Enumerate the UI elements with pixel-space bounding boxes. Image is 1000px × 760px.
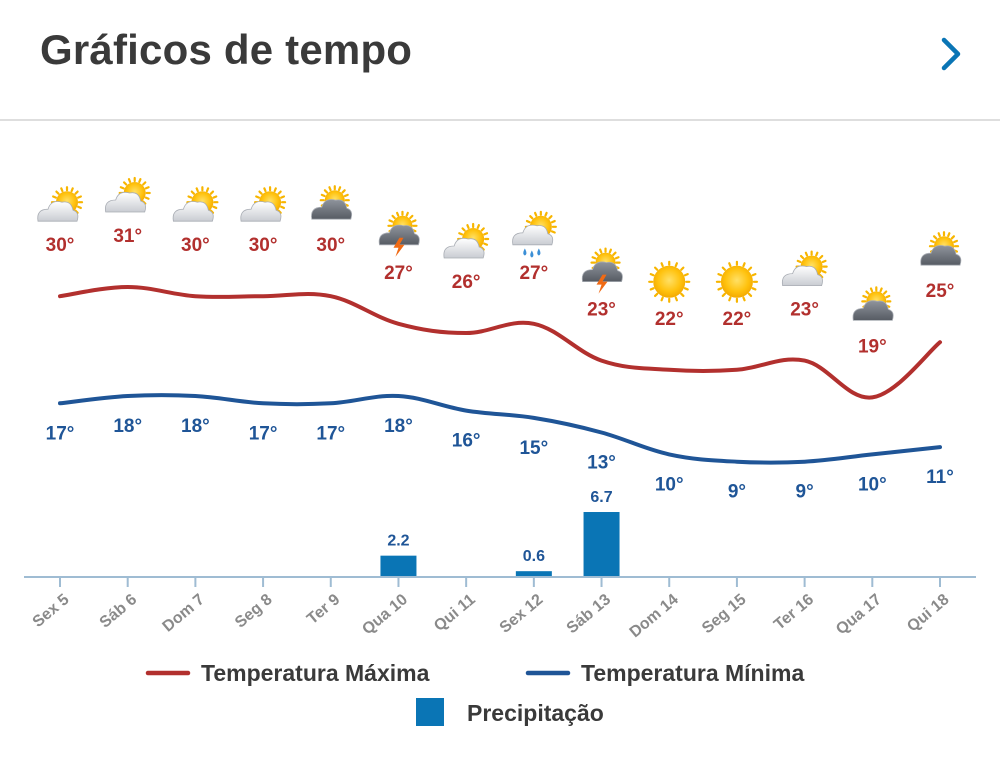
x-tick-label: Qua 17 — [833, 591, 885, 638]
x-tick-label: Sex 5 — [30, 591, 73, 631]
partly-cloudy-icon — [781, 250, 828, 287]
legend-label-min: Temperatura Mínima — [581, 660, 804, 686]
x-tick-label: Qua 10 — [359, 591, 411, 638]
max-temp-label: 31° — [113, 226, 142, 247]
max-temp-label: 19° — [858, 336, 887, 357]
max-temp-label: 30° — [316, 235, 345, 256]
max-temp-label: 30° — [249, 235, 278, 256]
x-tick-label: Dom 14 — [627, 591, 682, 641]
legend-item-max[interactable]: Temperatura Máxima — [145, 660, 430, 686]
min-temp-label: 18° — [384, 416, 413, 437]
header-divider — [0, 119, 1000, 121]
sunny-icon — [715, 260, 759, 303]
max-temp-label: 25° — [926, 281, 955, 302]
x-tick-label: Ter 9 — [304, 591, 343, 628]
min-temp-label: 9° — [796, 482, 814, 503]
x-tick-label: Sáb 13 — [564, 591, 615, 637]
precipitation-bar — [380, 555, 417, 577]
max-temp-label: 22° — [723, 309, 752, 330]
min-temp-label: 18° — [181, 416, 210, 437]
x-tick-label: Ter 16 — [771, 591, 817, 634]
partly-cloudy-icon — [172, 186, 219, 222]
min-temp-label: 9° — [728, 482, 746, 503]
min-temp-label: 11° — [926, 467, 954, 488]
min-temp-label: 17° — [46, 423, 75, 444]
max-temp-line — [58, 284, 942, 400]
max-temp-label: 26° — [452, 272, 481, 293]
partly-cloudy-icon — [105, 176, 151, 213]
thunderstorm-icon — [581, 247, 623, 294]
min-temp-label: 10° — [655, 474, 684, 495]
legend-item-min[interactable]: Temperatura Mínima — [525, 660, 804, 686]
legend-swatch-precip — [416, 698, 444, 726]
x-tick-label: Sáb 6 — [97, 591, 141, 632]
cloudy-icon — [920, 231, 962, 266]
legend-item-precip[interactable]: Precipitação — [416, 698, 604, 726]
weather-chart: 2.2 0.6 6.7 30° 31° 30° 30° 30° 27° 26° 27° 23° 22°… — [24, 176, 976, 726]
min-temp-line — [58, 393, 942, 465]
page-title: Gráficos de tempo — [40, 26, 413, 73]
x-tick-label: Dom 7 — [160, 591, 208, 636]
max-temp-label: 27° — [519, 263, 548, 284]
legend-label-max: Temperatura Máxima — [201, 660, 430, 686]
x-tick-label: Seg 8 — [232, 591, 276, 632]
precipitation-label: 6.7 — [590, 489, 612, 506]
precipitation-label: 2.2 — [387, 533, 409, 550]
min-temp-label: 17° — [249, 423, 278, 444]
chevron-right-icon — [941, 37, 961, 71]
partly-cloudy-icon — [37, 186, 84, 222]
rain-icon — [512, 210, 557, 258]
precipitation-bar — [515, 571, 552, 577]
x-tick-label: Seg 15 — [699, 591, 750, 637]
min-temp-label: 13° — [587, 453, 616, 474]
precipitation-label: 0.6 — [523, 548, 545, 565]
sunny-icon — [648, 260, 691, 303]
partly-cloudy-icon — [443, 222, 490, 259]
legend-label-precip: Precipitação — [467, 700, 604, 726]
thunderstorm-icon — [378, 210, 420, 257]
cloudy-icon — [852, 286, 894, 321]
precipitation-bar — [583, 512, 620, 577]
min-temp-label: 10° — [858, 474, 887, 495]
min-temp-label: 17° — [316, 423, 345, 444]
header: Gráficos de tempo — [0, 0, 1000, 120]
max-temp-label: 27° — [384, 263, 413, 284]
partly-cloudy-icon — [240, 186, 287, 222]
max-temp-label: 30° — [46, 235, 75, 256]
max-temp-label: 30° — [181, 235, 210, 256]
max-temp-label: 23° — [587, 300, 616, 321]
max-temp-label: 23° — [790, 300, 819, 321]
min-temp-label: 15° — [519, 438, 548, 459]
min-temp-label: 16° — [452, 431, 481, 452]
x-tick-label: Qui 11 — [431, 591, 479, 635]
more-button[interactable] — [930, 28, 978, 80]
x-tick-label: Qui 18 — [904, 591, 952, 636]
min-temp-label: 18° — [113, 416, 142, 437]
cloudy-icon — [311, 185, 353, 220]
x-tick-label: Sex 12 — [497, 591, 547, 637]
max-temp-label: 22° — [655, 309, 684, 330]
